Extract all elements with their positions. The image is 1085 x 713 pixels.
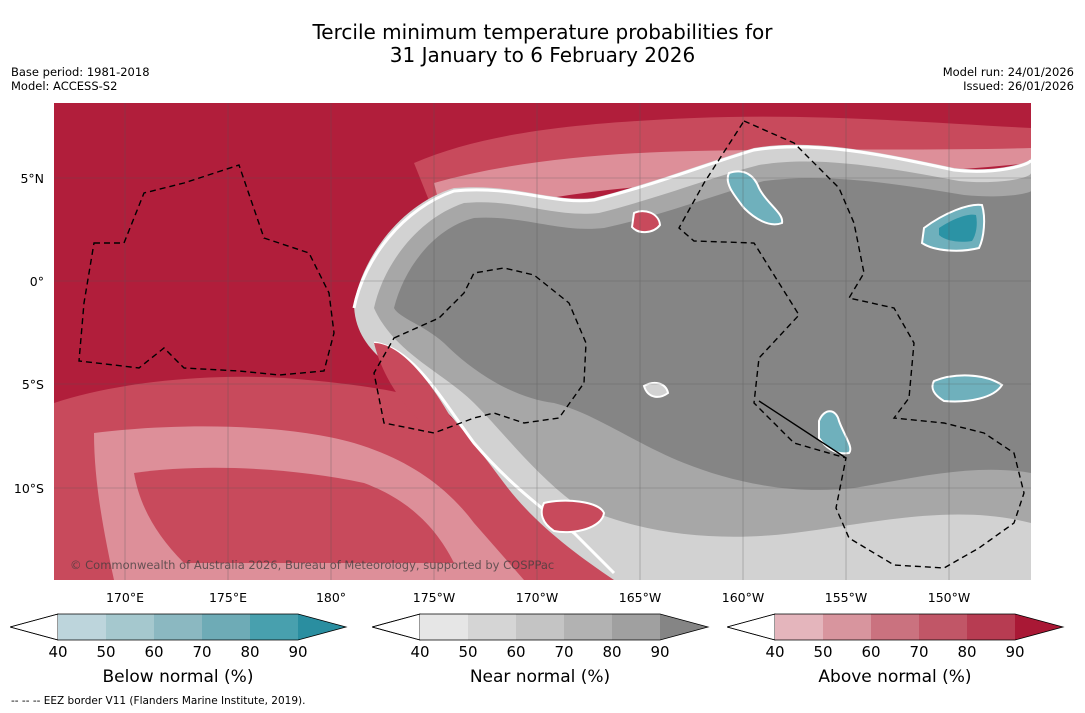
cbar-near-seg-5 [612,614,660,640]
below-normal-patch-2-core [939,214,977,242]
issued-date: Issued: 26/01/2026 [963,79,1074,93]
cbar-near-tick-70: 70 [554,643,574,661]
meta-left: Base period: 1981-2018 Model: ACCESS-S2 [11,65,150,93]
cbar-below-seg-5 [250,614,298,640]
lat-label-10s: 10°S [13,481,44,496]
lon-label-155w: 155°W [824,590,868,605]
cbar-near-seg-3 [516,614,564,640]
title-line-1: Tercile minimum temperature probabilitie… [312,20,773,44]
lat-label-0: 0° [29,274,44,289]
lon-label-165w: 165°W [618,590,662,605]
eez-solid-segment [758,400,847,459]
cbar-above-seg-1 [775,614,823,640]
cbar-below-seg-3 [154,614,202,640]
eez-footnote: -- -- -- EEZ border V11 (Flanders Marine… [11,695,306,707]
lon-label-175w: 175°W [412,590,456,605]
cbar-above-tick-70: 70 [909,643,929,661]
cbar-below-high-arrow [298,614,346,640]
cbar-below-tick-90: 90 [288,643,308,661]
below-normal-patch-5 [642,381,670,398]
cbar-above-seg-4 [919,614,967,640]
cbar-near-tick-80: 80 [602,643,622,661]
cbar-above-tick-40: 40 [765,643,785,661]
cbar-below-tick-60: 60 [144,643,164,661]
cbar-above-tick-50: 50 [813,643,833,661]
near-normal-dark-core [394,178,1031,491]
base-period: Base period: 1981-2018 [11,65,150,79]
cbar-near-seg-2 [468,614,516,640]
meta-right: Model run: 24/01/2026 Issued: 26/01/2026 [943,65,1074,93]
cbar-near-tick-40: 40 [410,643,430,661]
cbar-near-high-arrow [660,614,708,640]
cbar-near-tick-50: 50 [458,643,478,661]
model-run: Model run: 24/01/2026 [942,65,1074,79]
below-normal-patch-3 [931,374,1004,403]
eez-borders [78,120,1025,569]
lon-label-150w: 150°W [927,590,971,605]
cbar-below-tick-70: 70 [192,643,212,661]
model-name: Model: ACCESS-S2 [11,79,118,93]
colorbar-near-normal [372,613,710,641]
cbar-below-tick-50: 50 [96,643,116,661]
cbar-near-low-arrow [372,613,421,641]
cbar-above-seg-2 [823,614,871,640]
legend-near-title: Near normal (%) [469,667,611,687]
lat-label-5n: 5°N [20,171,44,186]
above-normal-wedge [374,343,465,447]
cbar-above-seg-3 [871,614,919,640]
above-normal-patch-south [540,499,606,534]
below-normal-patch-4 [818,410,852,455]
cbar-above-low-arrow [727,613,776,641]
cbar-above-tick-80: 80 [957,643,977,661]
above-normal-small-patch [630,210,662,233]
cbar-near-tick-90: 90 [650,643,670,661]
cbar-below-tick-40: 40 [48,643,68,661]
cbar-near-seg-1 [420,614,468,640]
cbar-above-seg-5 [967,614,1015,640]
cbar-above-tick-60: 60 [861,643,881,661]
colorbar-below-normal [10,613,348,641]
cbar-near-seg-4 [564,614,612,640]
lat-label-5s: 5°S [21,377,44,392]
probability-map [54,103,1031,580]
title-line-2: 31 January to 6 February 2026 [389,43,696,67]
legend-below-title: Below normal (%) [102,667,254,687]
colorbar-above-normal [727,613,1065,641]
legend-above-title: Above normal (%) [818,667,972,687]
cbar-below-low-arrow [10,613,59,641]
cbar-below-seg-4 [202,614,250,640]
below-normal-patch-1 [726,170,784,226]
cbar-below-seg-2 [106,614,154,640]
lon-label-175e: 175°E [208,590,247,605]
above-normal-mid-band-north [414,116,1031,213]
lon-label-170w: 170°W [515,590,559,605]
lon-label-170e: 170°E [105,590,144,605]
chart-title: Tercile minimum temperature probabilitie… [0,21,1085,67]
cbar-below-seg-1 [58,614,106,640]
lon-label-180: 180° [315,590,347,605]
tercile-boundary-line [352,145,1031,309]
lon-label-160w: 160°W [721,590,765,605]
map-gridlines [54,103,1031,580]
cbar-above-high-arrow [1015,614,1063,640]
cbar-above-tick-90: 90 [1005,643,1025,661]
copyright-notice: © Commonwealth of Australia 2026, Bureau… [70,558,555,572]
cbar-near-tick-60: 60 [506,643,526,661]
above-normal-mid-inner [134,467,454,563]
cbar-below-tick-80: 80 [240,643,260,661]
